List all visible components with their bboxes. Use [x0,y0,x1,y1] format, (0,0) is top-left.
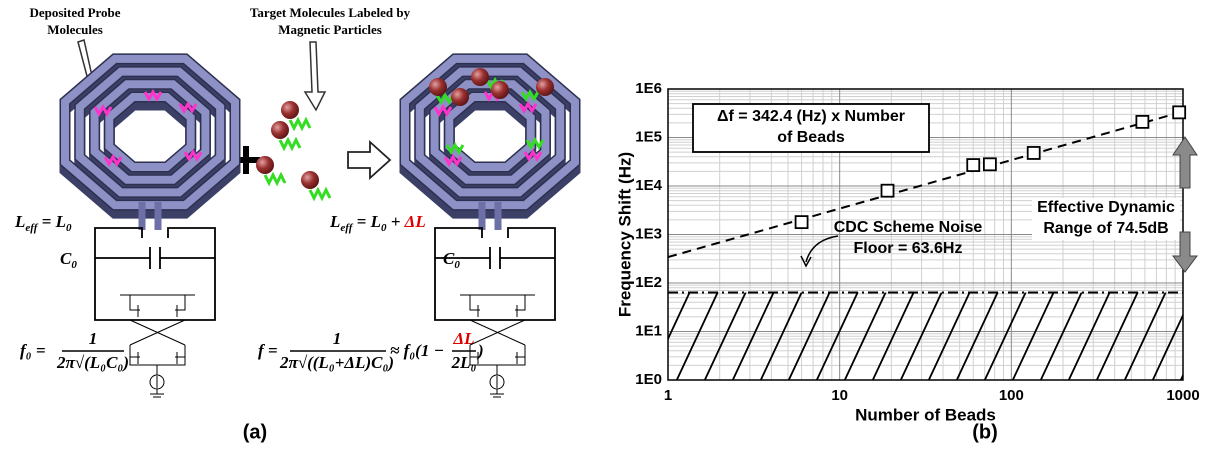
text: L [14,212,25,231]
panel-a: Deposited Probe Molecules Target Molecul… [14,5,575,443]
caption: (b) [972,421,998,443]
data-point [882,185,894,197]
formula-lhs: f₀ = [20,341,46,360]
data-point [984,158,996,170]
y-tick-label: 1E0 [635,371,662,388]
data-point [1028,147,1040,159]
figure: Deposited Probe Molecules Target Molecul… [0,0,1211,449]
inductance-label: Leff = L0 [14,212,72,234]
magnetic-bead [471,68,489,86]
formula-denominator: 2π√((L₀+ΔL)C₀) [279,353,394,372]
x-tick-label: 100 [999,387,1024,404]
probe-label: Molecules [47,22,103,37]
capacitance-label: C0 [60,249,77,271]
magnetic-bead [491,81,509,99]
magnetic-bead [281,101,299,119]
inductance-label: Leff = L0 + ΔL [329,212,426,234]
target-molecule [265,175,285,183]
text: = L [37,212,66,231]
capacitance-label: C0 [443,249,460,271]
x-tick-label: 1000 [1166,387,1199,404]
data-point [967,159,979,171]
probe-label: Deposited Probe [29,5,120,20]
wire [95,228,215,320]
text: + [386,212,404,231]
pointer-arrow [305,42,325,110]
formula-denominator: 2L₀ [451,353,477,372]
noise-region [668,293,1183,380]
y-tick-label: 1E1 [635,322,662,339]
text: 0 [454,259,460,271]
text: 0 [66,222,72,234]
magnetic-bead [271,121,289,139]
panel-b: 1 10 100 1000 1E0 1E1 1E2 1E3 1E4 1E5 1E6 Δf = 342.… [615,80,1199,443]
y-tick-label: 1E3 [635,225,662,242]
capacitor [95,247,215,269]
y-tick-label: 1E5 [635,128,662,145]
inductor-coil [405,59,575,230]
dynamic-range-label: Effective Dynamic [1037,199,1175,216]
magnetic-bead [301,171,319,189]
formula-numerator: ΔL [452,329,474,348]
text: ΔL [404,212,426,231]
target-molecule [280,140,300,148]
formula-lhs: f = [258,341,278,360]
text: = L [352,212,381,231]
data-point [796,216,808,228]
caption: (a) [243,421,267,443]
y-tick-label: 1E2 [635,274,662,291]
x-tick-label: 10 [831,387,848,404]
dynamic-range-label: Range of 74.5dB [1043,220,1168,237]
text: 0 [71,259,77,271]
formula-numerator: 1 [89,329,98,348]
y-axis-label: Frequency Shift (Hz) [615,152,634,317]
formula-approx: ≈ f₀(1 − [390,341,444,360]
fit-label: of Beads [777,129,845,146]
inductor-coil [65,59,235,230]
fit-label: Δf = 342.4 (Hz) x Number [717,108,905,125]
target-molecule [290,120,310,128]
magnetic-bead [536,78,554,96]
magnetic-bead [256,156,274,174]
text: C [60,249,72,268]
target-label: Target Molecules Labeled by [250,5,411,20]
noise-floor-label: CDC Scheme Noise [834,219,983,236]
noise-floor-label: Floor = 63.6Hz [854,240,963,257]
data-point [1136,116,1148,128]
magnetic-bead [429,78,447,96]
y-tick-label: 1E4 [635,177,662,194]
process-arrow [348,142,390,178]
formula-denominator: 2π√(L₀C₀) [56,353,129,372]
text: L [329,212,340,231]
wire [435,228,555,320]
data-point [1173,106,1185,118]
x-tick-label: 1 [664,387,672,404]
target-molecule [310,190,330,198]
magnetic-bead [451,88,469,106]
y-tick-label: 1E6 [635,80,662,97]
formula-numerator: 1 [333,329,342,348]
cross-coupled-pair [120,295,195,375]
target-label: Magnetic Particles [278,22,382,37]
